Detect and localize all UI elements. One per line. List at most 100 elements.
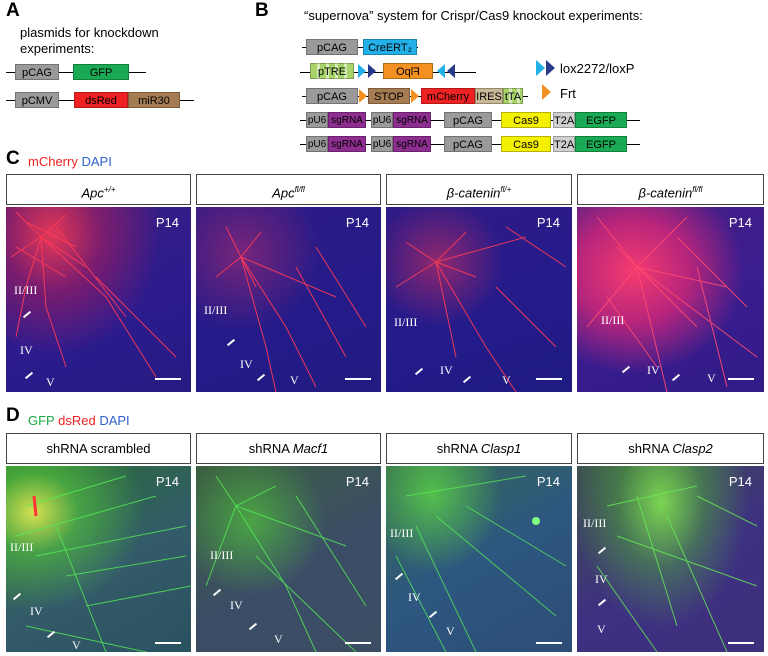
neuron-processes-icon: [205, 475, 367, 652]
dapi-label: DAPI: [99, 413, 130, 428]
plasmid-b1-backbone: [302, 47, 418, 48]
header-prefix: shRNA: [628, 441, 669, 456]
age-label: P14: [155, 215, 179, 230]
layer-label-iv: IV: [30, 604, 43, 618]
creert2-gene: CreERT₂: [363, 39, 417, 55]
pcag-promoter: pCAG: [306, 39, 358, 55]
header-shrna-macf1: shRNA Macf1: [196, 433, 381, 464]
gfp-label: GFP: [28, 413, 55, 428]
panel-c-stain-legend: mCherry DAPI: [28, 154, 112, 169]
neuron-processes-icon: [15, 475, 191, 652]
sgrna-1: sgRNA: [328, 112, 366, 128]
dsred-gene: dsRed: [74, 92, 128, 108]
layer-label-ii-iii: II/III: [210, 548, 234, 562]
dapi-label: DAPI: [81, 154, 112, 169]
micrograph-apc-flfl: P14 II/III IV V: [196, 207, 381, 392]
layer-label-ii-iii: II/III: [14, 283, 38, 297]
header-target: Macf1: [292, 441, 329, 456]
scale-bar: [155, 378, 181, 380]
header-genotype: fl/fl: [692, 185, 703, 194]
header-base: Apc: [81, 185, 104, 201]
header-prefix: shRNA: [248, 441, 290, 456]
ptre-promoter: pTRE: [310, 63, 354, 79]
micrograph-shrna-scrambled: P14 II/III IV V: [6, 466, 191, 652]
header-genotype: +/+: [103, 185, 116, 194]
scale-bar: [728, 642, 754, 644]
mir30-cassette: miR30: [128, 92, 180, 108]
pu6-promoter: pU6: [306, 112, 328, 128]
layer-label-v: V: [46, 375, 55, 389]
frt-site-icon: [359, 89, 367, 103]
header-apc-wt: Apc+/+: [6, 174, 191, 205]
header-apc-flfl: Apcfl/fl: [196, 174, 381, 205]
header-shrna-clasp1: shRNA Clasp1: [386, 433, 572, 464]
header-prefix: shRNA: [436, 441, 478, 456]
micrograph-bcat-flfl: P14 II/III IV V: [577, 207, 764, 392]
pu6-promoter: pU6: [371, 136, 393, 152]
header-prefix: shRNA: [46, 441, 87, 456]
tta-gene: tTA: [503, 88, 523, 104]
layer-label-v: V: [502, 373, 511, 387]
layer-label-iv: IV: [440, 363, 453, 377]
age-label: P14: [536, 215, 560, 230]
neuron-processes-icon: [395, 475, 567, 652]
panel-d-stain-legend: GFP dsRed DAPI: [28, 413, 130, 428]
layer-label-ii-iii: II/III: [204, 303, 228, 317]
layer-label-ii-iii: II/III: [10, 540, 34, 554]
layer-label-v: V: [707, 371, 716, 385]
micrograph-apc-wt: P14 II/III IV V: [6, 207, 191, 392]
dsred-label: dsRed: [58, 413, 96, 428]
micrograph-shrna-macf1: P14 II/III IV V: [196, 466, 381, 652]
layer-label-v: V: [290, 373, 299, 387]
frt-legend-label: Frt: [560, 86, 576, 101]
sgrna-2: sgRNA: [393, 112, 431, 128]
header-base: Apc: [272, 185, 295, 201]
frt-site-icon: [411, 89, 419, 103]
t2a-peptide: T2A: [553, 136, 575, 152]
ires-element: IRES: [475, 88, 503, 104]
layer-label-ii-iii: II/III: [601, 313, 625, 327]
header-bcat-flfl: β-cateninfl/fl: [577, 174, 764, 205]
header-target: Clasp1: [480, 441, 522, 456]
neuron-processes-icon: [596, 485, 758, 652]
egfp-gene: EGFP: [575, 112, 627, 128]
layer-label-iv: IV: [647, 363, 660, 377]
neuron-processes-icon: [586, 216, 758, 392]
pu6-promoter: pU6: [371, 112, 393, 128]
pcag-promoter: pCAG: [15, 64, 59, 80]
header-genotype: fl/fl: [294, 185, 305, 194]
gfp-gene: GFP: [73, 64, 129, 80]
lox-sites-left-icon: [358, 64, 376, 78]
header-bcat-flplus: β-cateninfl/+: [386, 174, 572, 205]
scale-bar: [345, 378, 371, 380]
neuron-processes-icon: [10, 211, 177, 378]
age-label: P14: [345, 215, 369, 230]
layer-label-v: V: [597, 622, 606, 636]
neuron-processes-icon: [215, 226, 367, 392]
age-label: P14: [155, 474, 179, 489]
lox-sites-right-icon: [437, 64, 455, 78]
layer-label-iv: IV: [20, 343, 33, 357]
mcherry-gene: mCherry: [421, 88, 475, 104]
header-target: Clasp2: [672, 441, 713, 456]
layer-label-iv: IV: [595, 572, 608, 586]
layer-label-iv: IV: [240, 357, 253, 371]
panel-b-title: “supernova” system for Crispr/Cas9 knock…: [304, 8, 643, 23]
header-target: scrambled: [90, 441, 151, 456]
panel-letter-b: B: [255, 0, 269, 21]
micrograph-shrna-clasp1: P14 II/III IV V: [386, 466, 572, 652]
age-label: P14: [728, 215, 752, 230]
layer-label-v: V: [72, 638, 81, 652]
scale-bar: [345, 642, 371, 644]
flpo-gene-inverted: FlpO: [383, 63, 433, 79]
micrograph-bcat-flplus: P14 II/III IV V: [386, 207, 572, 392]
pu6-promoter: pU6: [306, 136, 328, 152]
micrograph-shrna-clasp2: P14 II/III IV V: [577, 466, 764, 652]
header-base: β-catenin: [446, 185, 501, 201]
pcag-promoter: pCAG: [306, 88, 358, 104]
header-shrna-scrambled: shRNA scrambled: [6, 433, 191, 464]
neuron-processes-icon: [395, 226, 567, 392]
layer-label-ii-iii: II/III: [394, 315, 418, 329]
sgrna-1: sgRNA: [328, 136, 366, 152]
age-label: P14: [536, 474, 560, 489]
